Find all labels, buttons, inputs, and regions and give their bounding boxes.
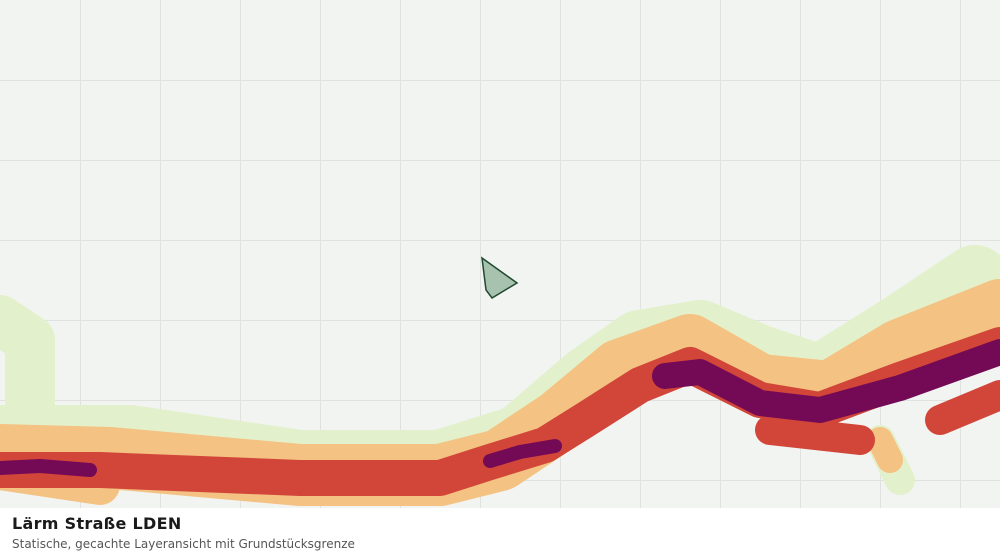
- noise-zone-very-high: [652, 339, 1000, 423]
- layer-subtitle: Statische, gecachte Layeransicht mit Gru…: [12, 537, 355, 551]
- map-view: [0, 0, 1000, 508]
- noise-zone-very-high: [483, 439, 562, 468]
- noise-zone-high: [755, 380, 1000, 455]
- noise-zone-very-high: [0, 459, 97, 477]
- parcel-boundary[interactable]: [481, 256, 519, 299]
- caption-panel: Lärm Straße LDEN Statische, gecachte Lay…: [0, 508, 1000, 560]
- tile-grid: [0, 0, 1000, 508]
- noise-zone-low: [0, 295, 55, 445]
- noise-zone-medium: [867, 427, 903, 473]
- noise-layer: [0, 245, 1000, 506]
- layer-title: Lärm Straße LDEN: [12, 514, 182, 533]
